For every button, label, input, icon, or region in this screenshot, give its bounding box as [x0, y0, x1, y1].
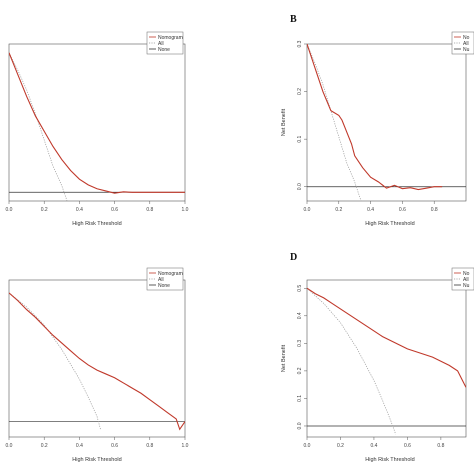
x-tick-label: 0.6 — [111, 443, 118, 449]
x-tick-label: 0.0 — [6, 207, 13, 213]
x-tick-label: 0.6 — [111, 207, 118, 213]
x-tick-label: 0.2 — [335, 207, 342, 213]
x-tick-label: 1.0 — [182, 207, 189, 213]
y-tick-label: 0.4 — [297, 312, 303, 319]
y-tick-label: 0.0 — [297, 183, 303, 190]
x-tick-label: 0.4 — [76, 207, 83, 213]
series-line-all — [307, 288, 397, 435]
series-line-nomogram — [9, 292, 185, 431]
x-tick-label: 0.2 — [41, 443, 48, 449]
panel-label: D — [290, 252, 297, 263]
series-line-all — [307, 44, 362, 201]
legend-entry: Nomogram — [158, 35, 183, 41]
chart-panel-1: 0.0 0.2 0.4 0.6 0.8 1.0 High Risk Threshold Nom… — [6, 31, 189, 227]
panel-label: B — [290, 14, 297, 25]
x-tick-label: 0.0 — [6, 443, 13, 449]
y-tick-label: 0.3 — [297, 40, 303, 47]
y-axis-label: Net Benefit — [281, 108, 287, 136]
series-line-nomogram — [307, 287, 466, 388]
plot-frame — [8, 279, 186, 438]
x-axis-label: High Risk Threshold — [365, 221, 414, 227]
x-tick-label: 0.8 — [437, 443, 444, 449]
y-tick-label: 0.2 — [297, 367, 303, 374]
legend-box — [146, 31, 184, 55]
x-tick-label: 0.0 — [304, 443, 311, 449]
plot-frame — [306, 279, 467, 438]
legend-box — [146, 267, 184, 291]
x-tick-label: 0.2 — [337, 443, 344, 449]
y-tick-label: 0.0 — [297, 422, 303, 429]
legend-box — [451, 267, 474, 291]
legend-entry: Nomogram — [158, 271, 183, 277]
legend-entry: All — [158, 41, 164, 47]
y-tick-label: 0.3 — [297, 340, 303, 347]
x-tick-label: 0.0 — [304, 207, 311, 213]
x-tick-label: 0.6 — [399, 207, 406, 213]
legend-entry: All — [463, 277, 469, 283]
x-axis-label: High Risk Threshold — [72, 457, 121, 463]
legend-entry: No — [463, 35, 470, 41]
x-tick-label: 0.2 — [41, 207, 48, 213]
y-tick-label: 0.1 — [297, 395, 303, 402]
x-tick-label: 0.8 — [146, 207, 153, 213]
x-tick-label: 0.4 — [76, 443, 83, 449]
plot-frame — [306, 43, 467, 202]
x-axis-label: High Risk Threshold — [365, 457, 414, 463]
series-line-all — [9, 52, 68, 201]
x-tick-label: 0.8 — [146, 443, 153, 449]
legend-entry: All — [463, 41, 469, 47]
y-axis-label: Net Benefit — [281, 344, 287, 372]
legend-entry: All — [158, 277, 164, 283]
legend-box — [451, 31, 474, 55]
x-axis-label: High Risk Threshold — [72, 221, 121, 227]
y-tick-label: 0.2 — [297, 88, 303, 95]
x-tick-label: 0.6 — [404, 443, 411, 449]
legend-entry: Nu — [463, 47, 470, 53]
chart-panel-2: 0.0 0.2 0.4 0.6 0.8 0.0 0.1 0.2 0.3 High Risk Thr… — [281, 14, 474, 227]
series-line-all — [9, 292, 101, 430]
x-tick-label: 0.4 — [370, 443, 377, 449]
chart-panel-3: 0.0 0.2 0.4 0.6 0.8 1.0 High Risk Threshold Nom… — [6, 267, 189, 463]
legend-entry: None — [158, 283, 170, 289]
y-tick-label: 0.1 — [297, 135, 303, 142]
series-line-nomogram — [307, 44, 443, 191]
chart-panel-4: 0.0 0.2 0.4 0.6 0.8 0.0 0.1 0.2 0.3 0.4 0.5 High Ri… — [281, 252, 474, 463]
x-tick-label: 1.0 — [182, 443, 189, 449]
series-line-nomogram — [9, 52, 185, 194]
legend-entry: Nu — [463, 283, 470, 289]
plot-frame — [8, 43, 186, 202]
x-tick-label: 0.4 — [367, 207, 374, 213]
x-tick-label: 0.8 — [431, 207, 438, 213]
legend-entry: No — [463, 271, 470, 277]
legend-entry: None — [158, 47, 170, 53]
y-tick-label: 0.5 — [297, 285, 303, 292]
